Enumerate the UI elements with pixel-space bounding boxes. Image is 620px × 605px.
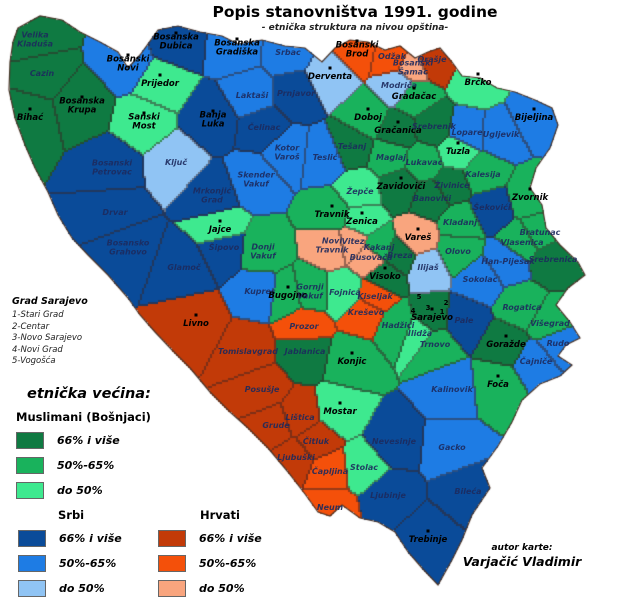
legend-label: 50%-65%	[59, 557, 117, 570]
author-label: autor karte:	[491, 543, 553, 553]
legend-swatch-hrvati-50-65	[158, 555, 186, 572]
legend-row: do 50%	[16, 482, 151, 499]
legend-label: 50%-65%	[57, 459, 115, 472]
legend-row: 66% i više	[158, 530, 262, 547]
legend-swatch-hrvati-66	[158, 530, 186, 547]
legend-swatch-srbi-66	[18, 530, 46, 547]
legend-row: 50%-65%	[18, 555, 122, 572]
legend-row: 66% i više	[16, 432, 151, 449]
legend-group-muslimani: Muslimani (Bošnjaci) 66% i više 50%-65% …	[16, 410, 151, 507]
legend-row: do 50%	[18, 580, 122, 597]
legend-group-srbi-title: Srbi	[58, 508, 85, 522]
legend-swatch-srbi-50-65	[18, 555, 46, 572]
sarajevo-item-2: 2-Centar	[12, 321, 50, 332]
legend-group-muslimani-title: Muslimani (Bošnjaci)	[16, 410, 151, 424]
legend-swatch-muslim-do50	[16, 482, 44, 499]
legend-label: 66% i više	[57, 434, 120, 447]
legend-label: 66% i više	[199, 532, 262, 545]
legend-group-hrvati-title: Hrvati	[200, 508, 240, 522]
legend-label: 50%-65%	[199, 557, 257, 570]
legend-label: do 50%	[57, 484, 103, 497]
sarajevo-city-box: Grad Sarajevo 1-Stari Grad 2-Centar 3-No…	[12, 296, 88, 368]
legend-row: 66% i više	[18, 530, 122, 547]
sarajevo-box-heading: Grad Sarajevo	[12, 296, 88, 307]
legend-group-srbi: Srbi 66% i više 50%-65% do 50%	[18, 508, 122, 605]
legend-label: do 50%	[59, 582, 105, 595]
legend-row: do 50%	[158, 580, 262, 597]
legend-swatch-hrvati-do50	[158, 580, 186, 597]
sarajevo-item-5: 5-Vogošća	[12, 356, 56, 366]
sarajevo-item-4: 4-Novi Grad	[12, 344, 63, 355]
author-name: Varjačić Vladimir	[462, 554, 582, 569]
sarajevo-item-1: 1-Stari Grad	[12, 310, 64, 320]
legend-label: do 50%	[199, 582, 245, 595]
legend-swatch-srbi-do50	[18, 580, 46, 597]
legend-heading: etnička većina:	[27, 386, 151, 402]
author-credit: autor karte: Varjačić Vladimir	[452, 543, 592, 569]
legend-group-hrvati: Hrvati 66% i više 50%-65% do 50%	[158, 508, 262, 605]
legend-swatch-muslim-50-65	[16, 457, 44, 474]
legend-row: 50%-65%	[158, 555, 262, 572]
legend-row: 50%-65%	[16, 457, 151, 474]
sarajevo-item-3: 3-Novo Sarajevo	[12, 333, 83, 343]
legend-label: 66% i više	[59, 532, 122, 545]
legend-swatch-muslim-66	[16, 432, 44, 449]
